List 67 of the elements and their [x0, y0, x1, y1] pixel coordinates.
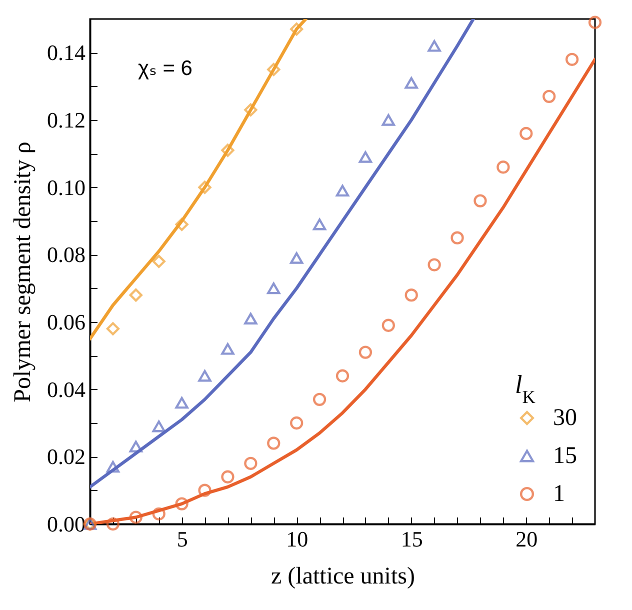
y-tick-label: 0.10	[47, 174, 86, 200]
x-tick-label: 15	[400, 526, 423, 552]
point	[244, 103, 258, 116]
point	[198, 370, 212, 382]
point	[106, 322, 120, 336]
point	[152, 254, 166, 268]
line-series	[90, 19, 308, 340]
y-axis-title: Polymer segment density ρ	[10, 142, 36, 402]
point	[312, 392, 326, 406]
point	[290, 252, 304, 264]
point	[129, 440, 142, 452]
point	[198, 180, 212, 194]
y-tick-label: 0.04	[47, 376, 86, 402]
y-tick-label: 0.14	[47, 40, 86, 66]
annotation: χₛ = 6	[138, 57, 192, 80]
y-tick-label: 0.06	[47, 310, 86, 334]
point	[496, 160, 510, 174]
point	[382, 114, 395, 126]
line-series	[90, 19, 475, 489]
point	[542, 90, 556, 103]
point	[520, 126, 533, 140]
legend-label: 1	[553, 481, 565, 507]
y-tick-label: 0.08	[47, 242, 86, 268]
legend-label: 15	[553, 443, 577, 469]
x-tick-label: 5	[176, 526, 188, 552]
point	[382, 318, 395, 332]
legend-title: l$_{K}$	[515, 370, 536, 407]
point	[244, 312, 258, 324]
point	[175, 497, 188, 510]
point	[358, 151, 372, 163]
point	[267, 62, 280, 76]
point	[450, 231, 464, 244]
point	[129, 510, 142, 524]
point	[221, 470, 234, 484]
point	[175, 396, 188, 409]
point	[588, 16, 602, 29]
point	[152, 507, 166, 520]
point	[221, 144, 234, 157]
point	[474, 194, 487, 208]
y-tick-label: 0.02	[47, 444, 86, 470]
point	[129, 288, 142, 302]
point	[267, 436, 280, 450]
point	[221, 343, 234, 355]
point	[428, 40, 441, 52]
point	[428, 258, 441, 272]
point	[336, 184, 350, 197]
point	[290, 416, 304, 430]
point	[404, 288, 418, 302]
point	[312, 218, 326, 230]
point	[152, 420, 166, 432]
point	[290, 22, 304, 36]
point	[106, 517, 120, 531]
point	[244, 456, 258, 470]
x-axis-title: z (lattice units)	[271, 564, 415, 590]
x-tick-label: 20	[516, 526, 538, 552]
point	[175, 218, 188, 231]
point	[106, 460, 120, 473]
point	[198, 484, 212, 497]
y-tick-label: 0.12	[47, 108, 86, 132]
legend-label: 30	[553, 405, 577, 431]
point	[565, 52, 579, 66]
point	[336, 369, 350, 382]
x-tick-label: 10	[286, 526, 308, 552]
y-tick-label: 0.00	[47, 512, 86, 536]
point	[358, 346, 372, 359]
point	[404, 77, 418, 89]
point	[267, 282, 280, 294]
